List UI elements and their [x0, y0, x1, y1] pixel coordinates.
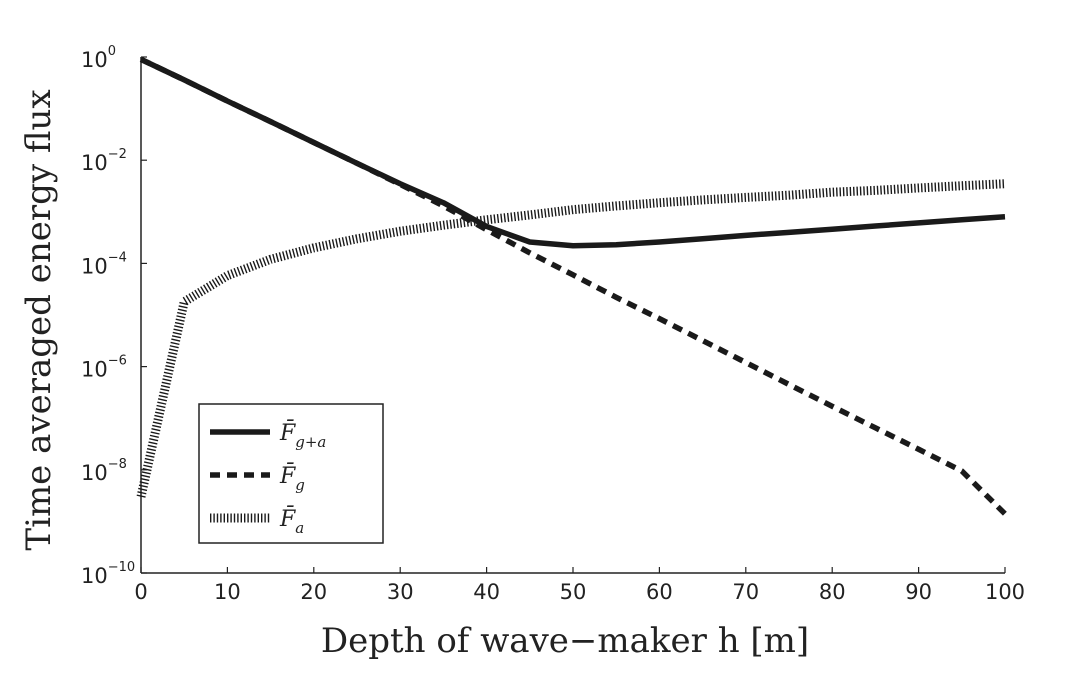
- legend-entry-a: F̄a: [279, 505, 304, 537]
- x-tick-label: 90: [905, 580, 932, 604]
- y-tick-base: 10: [81, 151, 108, 175]
- x-tick-label: 70: [732, 580, 759, 604]
- y-tick-exponent: −6: [108, 354, 127, 369]
- y-tick-label: 10−2: [81, 147, 127, 175]
- legend-subscript: g+a: [295, 433, 326, 451]
- legend: F̄g+aF̄gF̄a: [198, 403, 384, 544]
- x-tick-label: 50: [560, 580, 587, 604]
- legend-subscript: a: [295, 519, 304, 537]
- series-layer: [136, 56, 1007, 516]
- y-tick-label: 100: [81, 44, 116, 72]
- y-tick-label: 10−8: [81, 457, 127, 485]
- y-tick-label: 10−10: [81, 560, 135, 588]
- y-tick-exponent: −8: [108, 457, 127, 472]
- x-tick-label: 10: [214, 580, 241, 604]
- y-axis-title: Time averaged energy flux: [19, 89, 59, 550]
- y-tick-base: 10: [81, 48, 108, 72]
- y-tick-exponent: −10: [108, 560, 135, 575]
- legend-symbol: F̄: [279, 505, 296, 532]
- legend-entry-g+a: F̄g+a: [279, 419, 326, 451]
- legend-subscript: g: [295, 476, 305, 494]
- x-axis-title: Depth of wave−maker h [m]: [321, 621, 809, 661]
- x-tick-label: 40: [473, 580, 500, 604]
- legend-symbol: F̄: [279, 462, 296, 489]
- y-tick-base: 10: [81, 564, 108, 588]
- series-line-a: [136, 179, 1006, 498]
- y-tick-base: 10: [81, 254, 108, 278]
- x-tick-label: 60: [646, 580, 673, 604]
- x-axis-ticks: 0 10 20 30 40 50 60 70 80 90 100: [134, 567, 1025, 604]
- y-tick-label: 10−4: [81, 250, 127, 278]
- x-tick-label: 100: [985, 580, 1025, 604]
- legend-symbol: F̄: [279, 419, 296, 446]
- x-tick-label: 20: [300, 580, 327, 604]
- x-tick-label: 0: [134, 580, 147, 604]
- y-tick-exponent: −4: [108, 250, 127, 265]
- y-tick-exponent: 0: [108, 44, 116, 59]
- y-tick-label: 10−6: [81, 354, 127, 382]
- x-axis-title-text: Depth of wave−maker h [m]: [321, 621, 809, 661]
- x-tick-label: 30: [387, 580, 414, 604]
- y-tick-base: 10: [81, 461, 108, 485]
- legend-entry-g: F̄g: [279, 462, 305, 494]
- y-tick-exponent: −2: [108, 147, 127, 162]
- y-tick-base: 10: [81, 358, 108, 382]
- series-line-g+a: [139, 56, 1006, 249]
- x-tick-label: 80: [819, 580, 846, 604]
